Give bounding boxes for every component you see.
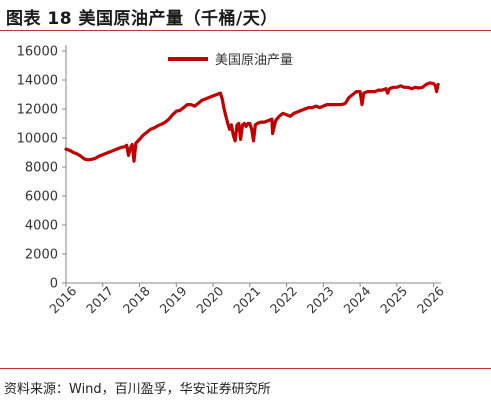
line-chart: 0 2000 4000 6000 8000 10000 12000 14000 16000 20…: [17, 45, 447, 317]
x-tick-label: 2024: [340, 283, 373, 316]
y-tick-labels: 0 2000 4000 6000 8000 10000 12000 14000 16000: [17, 45, 58, 292]
x-tick-label: 2023: [304, 283, 337, 316]
x-tick-label: 2018: [120, 283, 153, 316]
y-tick-label: 10000: [17, 132, 58, 147]
x-tick-label: 2026: [414, 283, 447, 316]
y-tick-label: 8000: [25, 161, 58, 176]
source-divider: [0, 368, 491, 369]
x-tick-label: 2020: [193, 283, 226, 316]
x-tick-label: 2019: [157, 283, 190, 316]
x-tick-label: 2025: [377, 283, 410, 316]
y-tick-label: 16000: [17, 45, 58, 60]
x-tick-labels: 2016 2017 2018 2019 2020 2021 2022 2023 2024 2025…: [46, 283, 447, 316]
title-divider: [0, 30, 491, 31]
figure-title: 图表 18 美国原油产量（千桶/天）: [6, 9, 278, 29]
chart-axes: [62, 45, 441, 287]
y-tick-label: 0: [50, 277, 58, 292]
x-tick-label: 2021: [230, 283, 263, 316]
series-line: [64, 81, 440, 163]
y-tick-label: 6000: [25, 190, 58, 205]
x-tick-label: 2022: [267, 283, 300, 316]
y-tick-label: 4000: [25, 219, 58, 234]
series-lines: [64, 81, 440, 163]
y-tick-label: 12000: [17, 103, 58, 118]
y-tick-label: 2000: [25, 248, 58, 263]
x-tick-label: 2017: [83, 283, 116, 316]
chart-legend: 美国原油产量: [168, 53, 293, 68]
source-note: 资料来源：Wind，百川盈孚，华安证券研究所: [4, 382, 271, 397]
y-tick-label: 14000: [17, 74, 58, 89]
legend-label: 美国原油产量: [215, 53, 293, 68]
